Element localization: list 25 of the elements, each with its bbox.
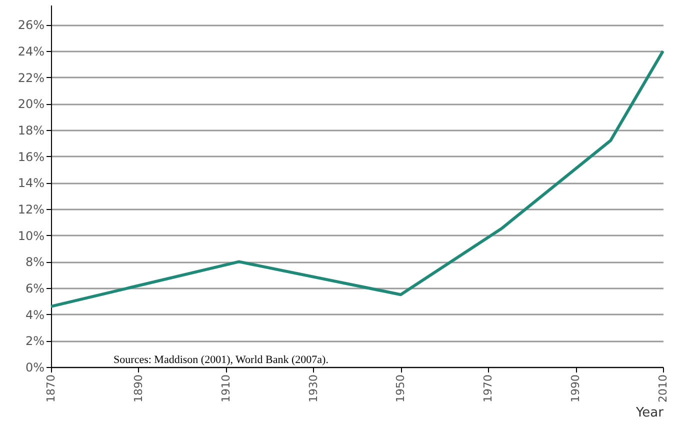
x-tick-label: 2010 <box>656 374 670 402</box>
y-tick-label: 8% <box>25 255 44 270</box>
x-tick-label: 1890 <box>132 374 145 402</box>
y-tick-label: 16% <box>18 150 44 164</box>
y-tick-label: 0% <box>25 360 44 374</box>
x-tick-label: 1870 <box>44 374 58 402</box>
x-tick-label: 1910 <box>219 374 232 402</box>
x-tick-label: 1950 <box>394 374 408 402</box>
y-tick-label: 14% <box>18 176 44 190</box>
annotation: Sources: Maddison (2001), World Bank (2007a). <box>114 354 329 366</box>
y-tick-label: 18% <box>18 124 44 138</box>
y-tick-label: 26% <box>18 18 44 32</box>
x-tick-label: 1930 <box>306 374 320 402</box>
y-tick-label: 12% <box>18 202 44 217</box>
y-tick-label: 24% <box>18 44 44 59</box>
y-tick-label: 22% <box>18 70 44 85</box>
x-axis-title: Year <box>634 405 664 420</box>
x-tick-label: 1970 <box>482 374 495 402</box>
y-tick-label: 20% <box>18 97 44 112</box>
y-tick-label: 2% <box>25 334 44 348</box>
y-tick-label: 4% <box>25 308 44 322</box>
x-tick-label: 1990 <box>569 374 582 402</box>
line-series <box>50 50 664 308</box>
y-tick-label: 10% <box>18 228 44 243</box>
y-tick-label: 6% <box>25 282 44 296</box>
